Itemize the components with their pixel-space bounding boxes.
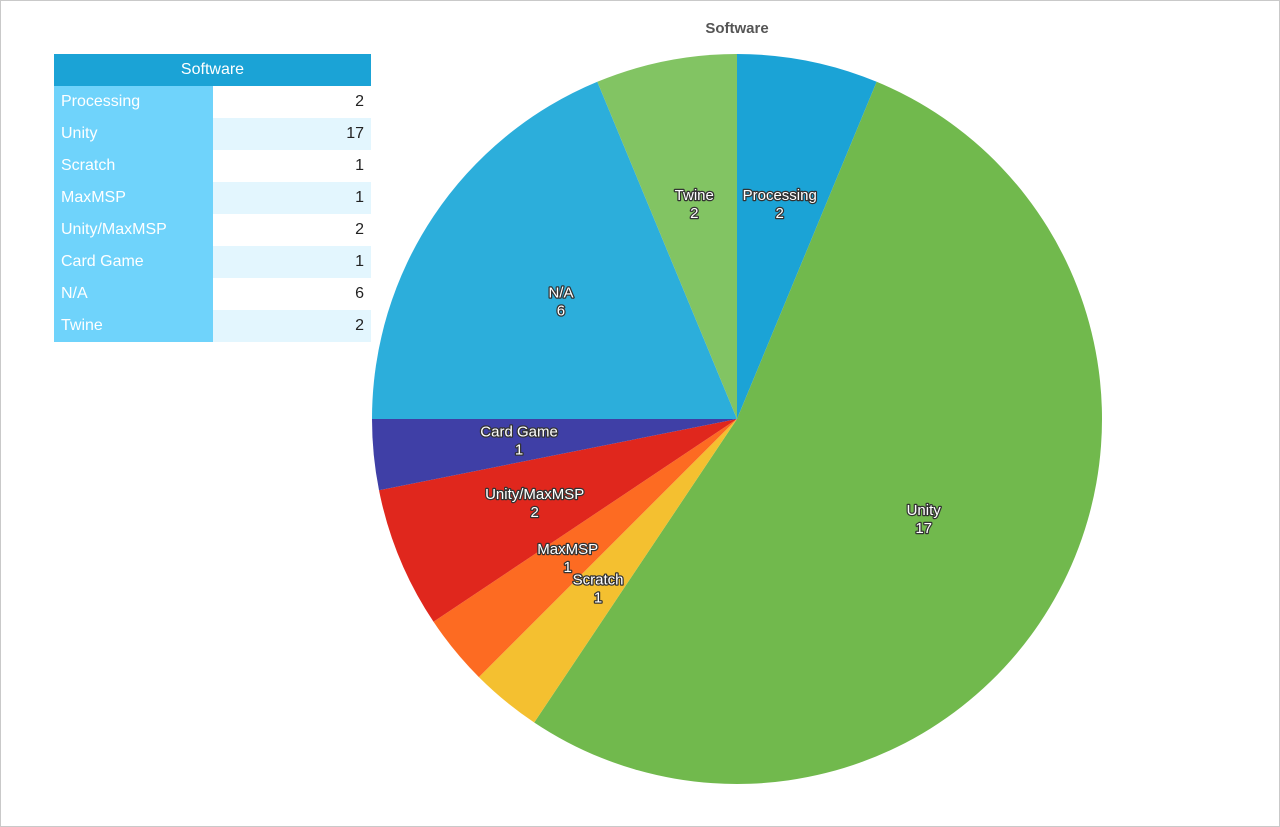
pie-slice-maxmsp	[433, 419, 737, 678]
row-label: Unity	[54, 118, 213, 150]
row-value: 1	[213, 246, 371, 278]
chart-title: Software	[705, 20, 769, 37]
row-value: 2	[213, 214, 371, 246]
slice-label-name: Card Game	[480, 423, 558, 440]
table-row: Processing 2	[54, 86, 371, 118]
row-label: Processing	[54, 86, 213, 118]
row-value: 2	[213, 86, 371, 118]
table-row: Unity/MaxMSP 2	[54, 214, 371, 246]
table-row: Card Game 1	[54, 246, 371, 278]
slice-label-value: 1	[594, 589, 602, 606]
row-label: MaxMSP	[54, 182, 213, 214]
slice-label-name: Twine	[675, 187, 714, 204]
row-value: 1	[213, 182, 371, 214]
slice-label-value: 6	[557, 302, 565, 319]
slice-label-name: MaxMSP	[537, 541, 598, 558]
slice-label-n-a: N/A6	[547, 283, 575, 321]
pie-slice-card-game	[372, 419, 737, 491]
data-table: Software Processing 2 Unity 17 Scratch 1…	[54, 54, 371, 342]
slice-label-name: Unity	[907, 502, 942, 519]
table-row: Scratch 1	[54, 150, 371, 182]
table-row: Twine 2	[54, 310, 371, 342]
slice-label-value: 2	[776, 205, 784, 222]
table-header: Software	[54, 54, 371, 86]
table-row: Unity 17	[54, 118, 371, 150]
row-label: Twine	[54, 310, 213, 342]
slice-label-value: 17	[915, 520, 932, 537]
slice-label-value: 1	[564, 559, 572, 576]
pie-slice-unity-maxmsp	[379, 419, 737, 622]
slice-label-name: Unity/MaxMSP	[485, 486, 584, 503]
pie-slice-twine	[597, 54, 737, 419]
row-label: N/A	[54, 278, 213, 310]
slice-label-value: 2	[530, 504, 538, 521]
pie-slice-scratch	[478, 419, 737, 723]
slice-label-name: N/A	[548, 284, 573, 301]
slice-label-value: 1	[515, 441, 523, 458]
row-value: 6	[213, 278, 371, 310]
row-label: Unity/MaxMSP	[54, 214, 213, 246]
pie-slice-n-a	[372, 81, 737, 420]
table-row: MaxMSP 1	[54, 182, 371, 214]
row-label: Card Game	[54, 246, 213, 278]
table-row: N/A 6	[54, 278, 371, 310]
slice-label-name: Scratch	[573, 571, 624, 588]
pie-slice-processing	[737, 54, 877, 419]
slice-label-value: 2	[690, 205, 698, 222]
pie-slice-unity	[534, 81, 1102, 784]
row-label: Scratch	[54, 150, 213, 182]
slice-label-name: Processing	[743, 187, 817, 204]
row-value: 2	[213, 310, 371, 342]
row-value: 1	[213, 150, 371, 182]
row-value: 17	[213, 118, 371, 150]
